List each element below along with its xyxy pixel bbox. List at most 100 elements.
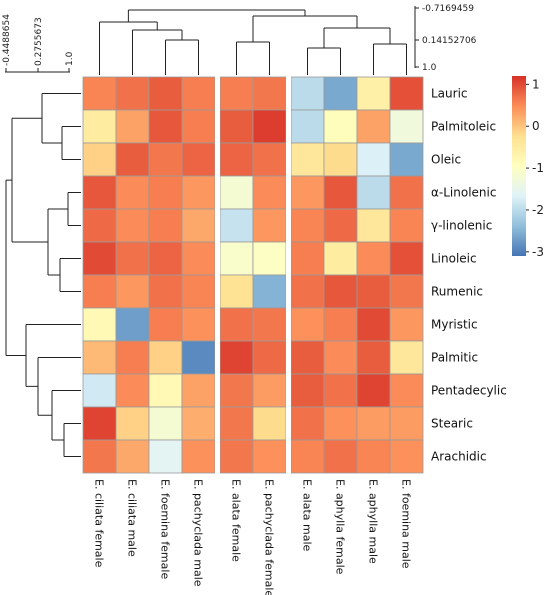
- row-label: γ-linolenic: [431, 219, 492, 233]
- heatmap-cell: [356, 208, 391, 243]
- heatmap-cell: [290, 406, 325, 441]
- column-label: E. foemina male: [400, 479, 413, 569]
- heatmap-cell: [115, 241, 150, 276]
- column-gap: [215, 76, 220, 474]
- heatmap-cell: [290, 439, 325, 474]
- legend-tick-label: 0: [532, 119, 540, 133]
- row-label: Lauric: [431, 87, 468, 101]
- heatmap-cell: [219, 241, 254, 276]
- heatmap-cell: [252, 109, 287, 144]
- heatmap-cell: [115, 76, 150, 111]
- heatmap-cell: [82, 76, 117, 111]
- row-label: Myristic: [431, 318, 478, 332]
- heatmap-cell: [181, 175, 216, 210]
- heatmap-cell: [290, 307, 325, 342]
- heatmap-cell: [82, 175, 117, 210]
- legend-tick-label: -1: [532, 161, 544, 175]
- heatmap-cell: [82, 406, 117, 441]
- column-label: E. aphylla male: [367, 479, 380, 564]
- heatmap-cell: [115, 208, 150, 243]
- row-labels: Lauric Palmitoleic Oleic α-Linolenic γ-linol…: [431, 87, 507, 464]
- heatmap-cell: [82, 274, 117, 309]
- column-label: E. pachyclada female: [263, 479, 276, 595]
- column-label: E. alata female: [230, 479, 243, 562]
- heatmap-cell: [115, 142, 150, 177]
- heatmap-cell: [181, 109, 216, 144]
- heatmap-cell: [82, 439, 117, 474]
- heatmap-cell: [181, 142, 216, 177]
- column-scale-label: 1.0: [422, 63, 437, 73]
- heatmap-cell: [290, 175, 325, 210]
- row-dendrogram: [5, 93, 81, 457]
- heatmap-column-gaps: [215, 76, 291, 474]
- column-labels: E. ciliata female E. ciliata male E. foemi…: [93, 479, 413, 595]
- heatmap-cell: [82, 307, 117, 342]
- row-label: Pentadecylic: [431, 384, 507, 398]
- heatmap-cell: [219, 175, 254, 210]
- heatmap-cell: [389, 439, 424, 474]
- heatmap-cell: [290, 208, 325, 243]
- heatmap-cell: [115, 274, 150, 309]
- heatmap-cell: [323, 142, 358, 177]
- heatmap-cell: [389, 406, 424, 441]
- heatmap-cell: [323, 109, 358, 144]
- heatmap-cell: [148, 208, 183, 243]
- legend-tick-label: -2: [532, 203, 544, 217]
- row-scale-label: 0.2755673: [34, 17, 44, 66]
- heatmap-cell: [82, 340, 117, 375]
- heatmap-cell: [290, 142, 325, 177]
- heatmap-cell: [356, 241, 391, 276]
- heatmap-cell: [148, 142, 183, 177]
- row-label: Palmitic: [431, 351, 478, 365]
- heatmap-cell: [323, 274, 358, 309]
- color-legend: 1 0 -1 -2 -3: [512, 76, 544, 259]
- heatmap-cell: [181, 241, 216, 276]
- heatmap-cell: [290, 109, 325, 144]
- heatmap-cell: [290, 274, 325, 309]
- heatmap-cell: [252, 76, 287, 111]
- heatmap-cell: [356, 109, 391, 144]
- heatmap-cell: [148, 340, 183, 375]
- heatmap-cell: [82, 142, 117, 177]
- column-dendrogram: [99, 9, 407, 75]
- heatmap-cell: [389, 76, 424, 111]
- heatmap-cell: [82, 109, 117, 144]
- heatmap-cell: [82, 373, 117, 408]
- row-label: Oleic: [431, 153, 461, 167]
- heatmap-cell: [252, 175, 287, 210]
- heatmap-cell: [252, 373, 287, 408]
- heatmap-cell: [219, 307, 254, 342]
- row-label: Arachidic: [431, 450, 487, 464]
- heatmap-cell: [252, 274, 287, 309]
- heatmap-cell: [252, 208, 287, 243]
- heatmap-cell: [290, 76, 325, 111]
- heatmap-cell: [290, 241, 325, 276]
- heatmap-cell: [115, 307, 150, 342]
- row-label: Linoleic: [431, 252, 477, 266]
- heatmap-cell: [181, 373, 216, 408]
- heatmap-cell: [323, 340, 358, 375]
- column-label: E. pachyclada male: [192, 479, 205, 587]
- heatmap-cell: [356, 76, 391, 111]
- heatmap-cell: [148, 175, 183, 210]
- heatmap-cell: [252, 439, 287, 474]
- legend-tick-label: -3: [532, 245, 544, 259]
- heatmap-cell: [323, 76, 358, 111]
- heatmap-cell: [323, 406, 358, 441]
- heatmap-cell: [389, 109, 424, 144]
- heatmap-cell: [148, 307, 183, 342]
- heatmap-cell: [115, 439, 150, 474]
- heatmap-cell: [252, 241, 287, 276]
- column-label: E. ciliata male: [126, 479, 139, 557]
- row-label: α-Linolenic: [431, 186, 496, 200]
- heatmap-cell: [181, 307, 216, 342]
- heatmap-cell: [323, 175, 358, 210]
- heatmap-cell: [115, 340, 150, 375]
- heatmap-cell: [356, 340, 391, 375]
- heatmap-cell: [356, 307, 391, 342]
- column-label: E. aphylla female: [334, 479, 347, 575]
- heatmap-cell: [252, 340, 287, 375]
- heatmap-cell: [115, 175, 150, 210]
- heatmap-cell: [219, 208, 254, 243]
- heatmap-cell: [323, 307, 358, 342]
